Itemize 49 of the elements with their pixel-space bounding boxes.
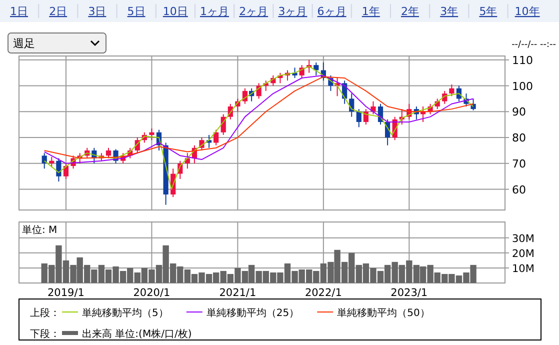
y-tick-label: 110 bbox=[512, 54, 533, 67]
legend-title: 下段： bbox=[30, 328, 60, 340]
x-tick-label: 2019/1 bbox=[48, 287, 84, 299]
legend-label: 出来高 単位:(M株/口/枚) bbox=[82, 328, 192, 340]
text: 6ヶ月 bbox=[317, 5, 346, 18]
text: 3ヶ月 bbox=[278, 5, 308, 18]
text: 2年 bbox=[401, 5, 419, 18]
text: 10日 bbox=[162, 5, 188, 18]
x-tick-label: 2020/1 bbox=[133, 287, 170, 299]
candlestick bbox=[370, 100, 376, 115]
x-tick-label: 2022/1 bbox=[304, 287, 342, 299]
candlestick bbox=[49, 156, 54, 168]
text: 5日 bbox=[127, 5, 146, 18]
text: 1日 bbox=[10, 5, 28, 18]
x-tick-label: 2023/1 bbox=[390, 287, 428, 299]
annotation: 単位: M bbox=[22, 224, 58, 236]
y-tick-label: 80 bbox=[512, 132, 526, 145]
legend-label: 単純移動平均（5） bbox=[82, 307, 168, 319]
legend-title: 上段： bbox=[30, 307, 60, 319]
candlestick bbox=[42, 152, 47, 170]
text: 1年 bbox=[362, 5, 380, 18]
y-tick-label: 100 bbox=[512, 80, 533, 93]
candlestick bbox=[149, 128, 154, 141]
candlestick bbox=[356, 108, 362, 128]
candlestick bbox=[449, 84, 454, 97]
text: 10年 bbox=[514, 5, 540, 18]
candlestick bbox=[63, 162, 69, 180]
text: --/--/-- --:-- bbox=[512, 40, 556, 50]
y-tick-label: 20M bbox=[512, 248, 534, 260]
candlestick bbox=[184, 152, 190, 170]
y-tick-label: 30M bbox=[512, 232, 534, 245]
text: 3年 bbox=[440, 5, 458, 18]
candlestick bbox=[214, 129, 219, 146]
y-tick-label: 90 bbox=[512, 106, 526, 119]
y-tick-label: 10M bbox=[512, 262, 534, 275]
text: 1ヶ月 bbox=[200, 5, 229, 18]
y-tick-label: 60 bbox=[512, 183, 526, 196]
legend-label: 単純移動平均（25） bbox=[206, 307, 300, 319]
text: 2日 bbox=[49, 5, 68, 18]
legend-label: 単純移動平均（50） bbox=[337, 307, 430, 319]
x-tick-label: 2021/1 bbox=[219, 287, 256, 299]
candlestick bbox=[363, 108, 368, 126]
candlestick bbox=[56, 158, 62, 182]
text: 3日 bbox=[88, 5, 106, 18]
candlestick bbox=[106, 147, 112, 159]
text: 5年 bbox=[479, 5, 498, 18]
text: 2ヶ月 bbox=[239, 5, 268, 18]
text: 週足 bbox=[13, 37, 35, 50]
y-tick-label: 70 bbox=[512, 157, 526, 170]
